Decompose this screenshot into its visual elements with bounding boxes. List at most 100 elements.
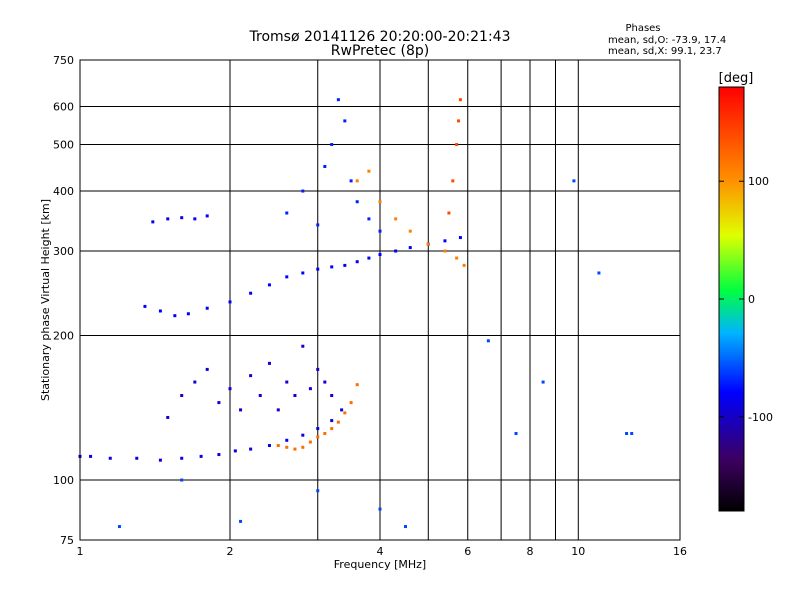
data-point [249,291,253,295]
data-point [455,256,459,260]
data-point [630,432,634,436]
data-point [117,525,121,529]
data-point [403,525,407,529]
data-point [355,200,359,204]
phase-stats-o: mean, sd,O: -73.9, 17.4 [608,35,726,46]
colorbar-tick-label: 100 [748,175,769,188]
data-point [143,304,147,308]
data-point [308,440,312,444]
phase-stats-x: mean, sd,X: 99.1, 23.7 [608,46,722,57]
data-point [228,387,232,391]
colorbar-tick-label: -100 [748,411,773,424]
data-point [180,216,184,220]
data-point [340,408,344,412]
data-point [514,432,518,436]
data-point [301,445,305,449]
data-point [308,387,312,391]
data-point [293,394,297,398]
data-point [316,427,320,431]
data-point [301,344,305,348]
data-point [541,380,545,384]
data-point [276,408,280,412]
data-point [267,444,271,448]
tick-labels: 1 2 4 6 8 10 16 75 100 200 300 400 500 600 750 [53,54,687,558]
data-point [343,119,347,123]
data-point [293,447,297,451]
data-point [258,394,262,398]
data-point [355,260,359,264]
data-point [166,415,170,419]
data-point [316,223,320,227]
x-axis-label: Frequency [MHz] [334,558,426,571]
data-point [316,367,320,371]
data-point [233,449,237,453]
data-point [89,454,93,458]
data-point [285,438,289,442]
data-point [217,401,221,405]
data-point [285,275,289,279]
chart-title: Tromsø 20141126 20:20:00-20:21:43 [249,29,511,45]
data-point [462,263,466,267]
data-point [285,445,289,449]
x-tick-label: 4 [377,545,384,558]
data-point [301,271,305,275]
data-point [316,267,320,271]
data-point [330,265,334,269]
data-point [205,306,209,310]
data-point [267,283,271,287]
data-point [455,143,459,147]
data-point [249,374,253,378]
data-point [367,256,371,260]
phase-stats-title: Phases [625,23,660,34]
data-point [323,380,327,384]
data-point [330,143,334,147]
data-point [276,444,280,448]
data-point [316,435,320,439]
data-point [343,411,347,415]
chart-subtitle: RwPretec (8p) [331,43,429,59]
data-point [378,200,382,204]
data-point [267,361,271,365]
data-point [180,456,184,460]
data-point [408,246,412,250]
data-point [443,249,447,253]
data-point [572,179,576,183]
data-point [166,217,170,221]
data-point [378,507,382,511]
data-point [158,458,162,462]
y-tick-label: 100 [53,474,74,487]
data-point [336,98,340,102]
data-point [199,454,203,458]
data-point [323,432,327,436]
data-point [447,211,451,215]
data-point [378,229,382,233]
data-point [193,217,197,221]
grid-layer [80,60,680,540]
data-point [173,314,177,318]
data-point [217,453,221,457]
data-point [355,383,359,387]
data-point [343,263,347,267]
data-point [285,380,289,384]
data-point [349,179,353,183]
data-point [486,339,490,343]
y-tick-label: 500 [53,139,74,152]
data-point [394,249,398,253]
data-point [336,420,340,424]
data-point [186,312,190,316]
data-point [349,401,353,405]
data-point [597,271,601,275]
data-point [330,419,334,423]
y-tick-label: 750 [53,54,74,67]
data-point [458,236,462,240]
x-tick-label: 16 [673,545,687,558]
data-point [378,253,382,257]
data-point [180,394,184,398]
colorbar-ticks: 100 0 -100 [719,175,773,424]
y-tick-label: 200 [53,330,74,343]
data-point [108,456,112,460]
data-point [193,380,197,384]
x-tick-label: 10 [571,545,585,558]
data-point [394,217,398,221]
